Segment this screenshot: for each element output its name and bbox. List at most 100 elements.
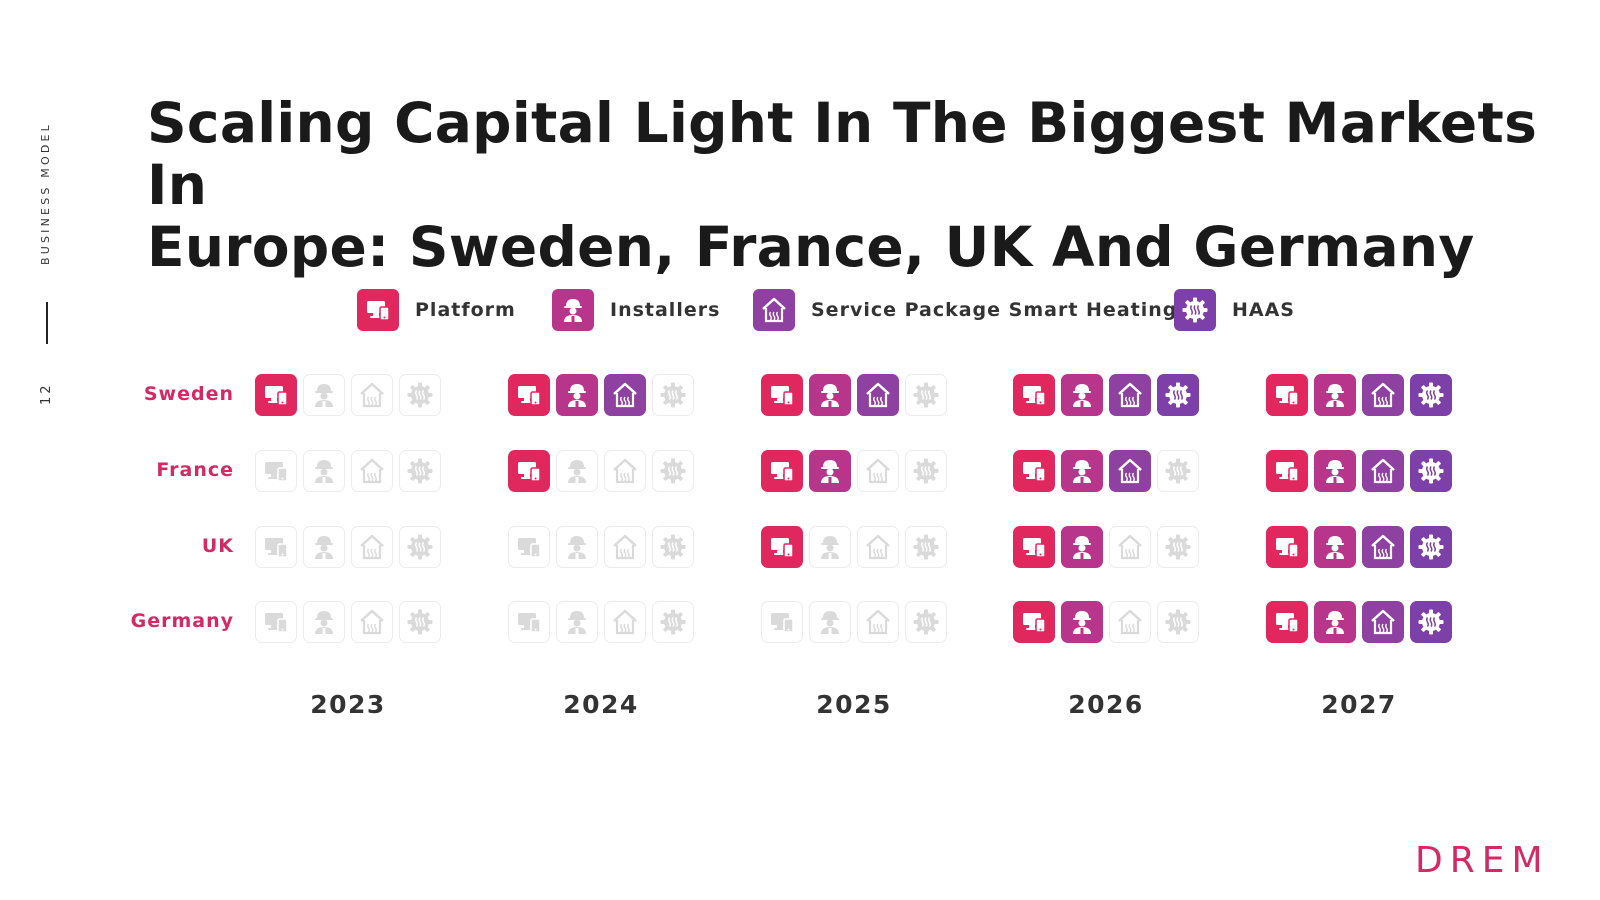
year-label-2024: 2024 [563,690,639,719]
gear-heating-icon [1410,526,1452,568]
country-label-sweden: Sweden [143,383,234,405]
installer-icon [556,374,598,416]
house-heating-icon [1109,374,1151,416]
house-heating-icon [857,526,899,568]
gear-heating-icon [652,450,694,492]
country-label-france: France [156,459,234,481]
house-heating-icon [604,601,646,643]
platform-icon [508,526,550,568]
platform-icon [1266,450,1308,492]
gear-heating-icon [1410,374,1452,416]
installer-icon [1061,601,1103,643]
installer-icon [809,526,851,568]
platform-icon [1013,374,1055,416]
platform-icon [761,450,803,492]
page-number: 12 [39,382,54,405]
platform-icon [1266,374,1308,416]
platform-icon [508,374,550,416]
platform-icon [255,601,297,643]
installer-icon [1314,526,1356,568]
installer-icon [809,450,851,492]
gear-heating-icon [1157,601,1199,643]
platform-icon [1013,601,1055,643]
installer-icon [303,450,345,492]
legend-item-haas: HAAS [1174,289,1295,331]
house-heating-icon [857,450,899,492]
year-label-2025: 2025 [816,690,892,719]
section-label: BUSINESS MODEL [39,122,52,265]
house-heating-icon [1362,450,1404,492]
gear-heating-icon [1157,526,1199,568]
year-label-2023: 2023 [310,690,386,719]
platform-icon [255,526,297,568]
house-heating-icon [1109,450,1151,492]
installer-icon [1061,526,1103,568]
platform-icon [1266,526,1308,568]
installer-icon [1314,374,1356,416]
installer-icon [556,601,598,643]
installer-icon [556,526,598,568]
gear-heating-icon [399,601,441,643]
installer-icon [303,374,345,416]
platform-icon [255,374,297,416]
house-heating-icon [753,289,795,331]
page-title: Scaling Capital Light In The Biggest Mar… [147,92,1547,278]
gear-heating-icon [652,526,694,568]
gear-heating-icon [652,601,694,643]
installer-icon [809,374,851,416]
gear-heating-icon [1157,374,1199,416]
installer-icon [556,450,598,492]
installer-icon [552,289,594,331]
house-heating-icon [1109,526,1151,568]
house-heating-icon [604,450,646,492]
gear-heating-icon [1410,450,1452,492]
platform-icon [357,289,399,331]
legend-item-service: Service Package Smart Heating [753,289,1177,331]
installer-icon [1314,450,1356,492]
house-heating-icon [1362,526,1404,568]
installer-icon [1061,450,1103,492]
sidebar-divider [46,302,48,344]
legend-item-installers: Installers [552,289,720,331]
legend-item-platform: Platform [357,289,516,331]
gear-heating-icon [399,450,441,492]
platform-icon [1266,601,1308,643]
title-line-2: Europe: Sweden, France, UK And Germany [147,215,1475,279]
platform-icon [508,450,550,492]
platform-icon [255,450,297,492]
house-heating-icon [857,374,899,416]
house-heating-icon [604,374,646,416]
house-heating-icon [857,601,899,643]
house-heating-icon [604,526,646,568]
platform-icon [761,601,803,643]
gear-heating-icon [399,374,441,416]
country-label-uk: UK [201,535,234,557]
country-label-germany: Germany [130,610,234,632]
gear-heating-icon [905,601,947,643]
gear-heating-icon [905,450,947,492]
house-heating-icon [351,450,393,492]
gear-heating-icon [1157,450,1199,492]
gear-heating-icon [399,526,441,568]
installer-icon [303,601,345,643]
installer-icon [303,526,345,568]
gear-heating-icon [1174,289,1216,331]
gear-heating-icon [652,374,694,416]
platform-icon [1013,450,1055,492]
platform-icon [1013,526,1055,568]
gear-heating-icon [905,526,947,568]
year-label-2027: 2027 [1321,690,1397,719]
gear-heating-icon [1410,601,1452,643]
gear-heating-icon [905,374,947,416]
installer-icon [809,601,851,643]
house-heating-icon [351,526,393,568]
installer-icon [1061,374,1103,416]
house-heating-icon [1362,374,1404,416]
platform-icon [761,374,803,416]
year-label-2026: 2026 [1068,690,1144,719]
platform-icon [761,526,803,568]
platform-icon [508,601,550,643]
legend-label: Service Package Smart Heating [811,299,1178,321]
title-line-1: Scaling Capital Light In The Biggest Mar… [147,91,1538,217]
house-heating-icon [1362,601,1404,643]
